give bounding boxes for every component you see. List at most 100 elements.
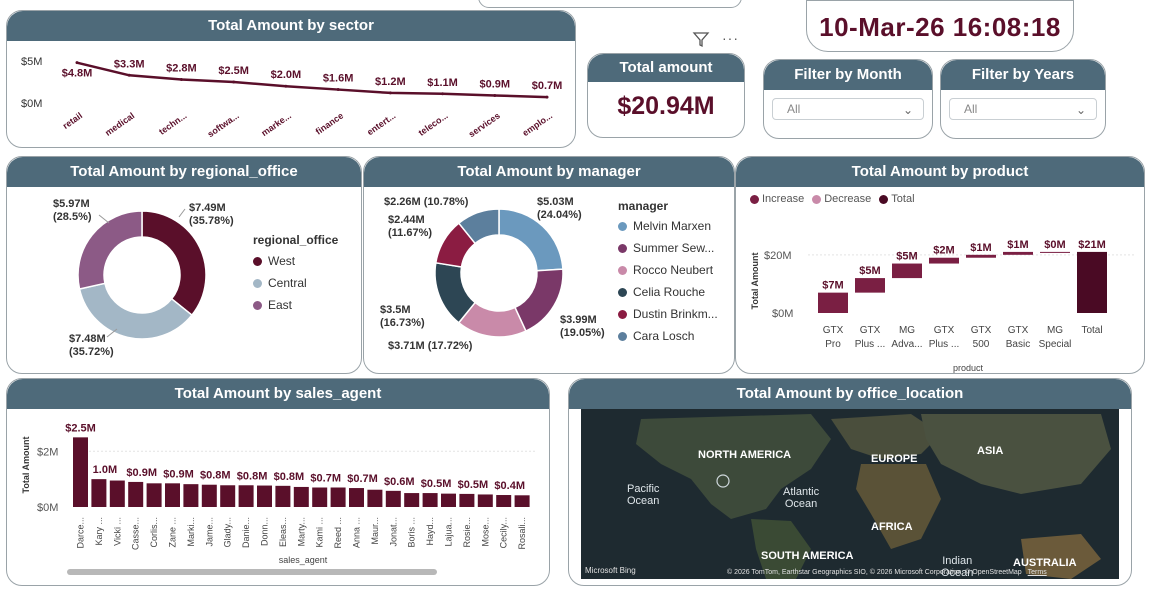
agent-bar [183,484,199,507]
product-bar [1077,251,1107,313]
map-marker[interactable] [716,474,730,488]
more-options-icon[interactable]: ··· [722,30,739,46]
horizontal-scrollbar[interactable] [67,569,437,575]
sector-line-chart[interactable]: $5M $0M $4.8M retail $3.3M medical $2.8M techn.… [7,41,576,148]
agent-data-label: $0.8M [237,470,268,482]
product-tick-label: MG [1047,325,1063,336]
product-tick-label: GTX [860,325,881,336]
agent-bar [91,479,107,507]
product-bar [929,257,959,264]
manager-donut-chart[interactable]: $5.03M(24.04%) $3.99M(19.05%) $3.71M (17.7… [364,187,735,374]
product-legend: Increase Decrease Total [750,193,915,205]
product-bar [1003,251,1033,255]
agent-bar [441,493,456,507]
regional-slice [141,210,207,317]
agent-tick-label: Lajua... [444,517,454,547]
agent-bar [459,493,475,507]
legend-item-increase[interactable]: Increase [750,193,804,205]
regional-legend: regional_office West Central East [253,233,338,316]
agent-bar [257,485,272,507]
legend-item-total[interactable]: Total [879,193,915,205]
agent-data-label: $0.9M [126,467,157,479]
sector-tick-label: medical [103,110,136,137]
regional-donut-chart[interactable]: $7.49M(35.78%) $7.48M(35.72%) $5.97M(28.5%… [7,187,362,374]
map-label-asia: ASIA [977,445,1004,457]
product-data-label: $1M [970,242,991,254]
legend-item-manager-0[interactable]: Melvin Marxen [618,215,718,237]
agent-bar [146,483,162,507]
regional-panel[interactable]: Total Amount by regional_office $7.49M (3… [6,156,362,374]
agent-tick-label: Donn... [260,517,270,546]
legend-item-east[interactable]: East [253,294,338,316]
y-axis-title: Total Amount [750,253,760,310]
agent-tick-label: Danie... [241,517,251,548]
agent-tick-label: Rosie... [462,517,472,548]
agent-tick-label: Hayd... [425,517,435,546]
agent-tick-label: Jame... [204,517,214,547]
filter-icon[interactable] [692,30,710,48]
agent-panel[interactable]: Total Amount by sales_agent $2M $0M Total … [6,378,550,586]
filter-month-dropdown[interactable]: All ⌄ [772,98,924,120]
sector-data-label: $1.1M [427,77,458,89]
sector-tick-label: marke... [259,110,293,138]
legend-item-west[interactable]: West [253,250,338,272]
agent-data-label: $2.5M [65,422,96,434]
leader-line [98,214,110,224]
sector-point [441,92,445,96]
agent-tick-label: Rosali... [517,517,527,550]
agent-data-label: $0.7M [347,473,378,485]
manager-data-label: $3.99M [560,314,597,326]
manager-panel[interactable]: Total Amount by manager $5.03M (24.04%) $3… [363,156,735,374]
product-tick-label: GTX [934,325,955,336]
manager-data-label: $2.44M [388,214,425,226]
agent-data-label: $0.9M [163,468,194,480]
sector-data-label: $1.2M [375,76,406,88]
location-panel[interactable]: Total Amount by office_location NORTH AM… [568,378,1132,586]
manager-title: Total Amount by manager [364,157,734,187]
sector-panel[interactable]: Total Amount by sector $5M $0M $4.8M retail… [6,10,576,148]
leader-line [106,328,118,338]
product-bar [1040,251,1070,253]
sector-point [284,84,288,88]
filter-years-dropdown[interactable]: All ⌄ [949,98,1097,120]
legend-item-decrease[interactable]: Decrease [812,193,871,205]
top-partial-box [478,0,742,8]
sector-data-label: $0.9M [479,78,510,90]
leader-line [178,208,186,218]
agent-tick-label: Cecily... [499,517,509,548]
manager-data-label: (11.67%) [388,227,432,239]
product-waterfall-chart[interactable]: $20M $0M Total Amount $7M GTX Pro $5M GTX Plus .… [736,213,1145,373]
sector-point [336,88,340,92]
manager-data-label: $3.71M (17.72%) [388,340,473,352]
agent-tick-label: Boris ... [407,517,417,548]
legend-item-manager-1[interactable]: Summer Sew... [618,237,718,259]
sector-point [75,61,79,65]
agent-bar [73,437,88,507]
legend-item-central[interactable]: Central [253,272,338,294]
legend-item-manager-4[interactable]: Dustin Brinkm... [618,303,718,325]
total-amount-title: Total amount [588,54,744,82]
agent-tick-label: Corlis... [149,517,159,548]
product-tick-label: GTX [1008,325,1029,336]
legend-item-manager-5[interactable]: Cara Losch [618,325,718,347]
product-panel[interactable]: Total Amount by product Increase Decreas… [735,156,1145,374]
filter-years-value: All [964,102,978,116]
sector-point [232,80,236,84]
agent-tick-label: Kary ... [94,517,104,546]
product-tick-label: GTX [823,325,844,336]
agent-data-label: $0.5M [421,478,452,490]
sector-point [179,77,183,81]
world-map[interactable]: NORTH AMERICA EUROPE ASIA AFRICA SOUTH A… [581,409,1119,579]
legend-item-manager-2[interactable]: Rocco Neubert [618,259,718,281]
terms-link[interactable]: Terms [1027,569,1047,576]
sector-tick-label: finance [314,110,346,136]
agent-bar-chart[interactable]: $2M $0M Total Amount $2.5M Darce... 1.0M Kary … [7,409,550,586]
legend-item-manager-3[interactable]: Celia Rouche [618,281,718,303]
manager-legend: manager Melvin Marxen Summer Sew... Rocc… [618,199,718,347]
agent-bar [220,485,236,507]
product-tick-label: MG [899,325,915,336]
product-tick-label: Plus ... [855,339,886,350]
product-bar [818,292,848,313]
agent-title: Total Amount by sales_agent [7,379,549,409]
agent-bar [238,485,254,507]
